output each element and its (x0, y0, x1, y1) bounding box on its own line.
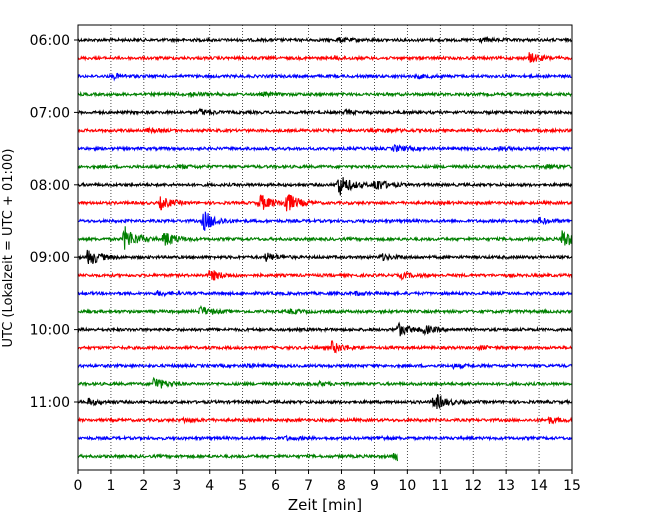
y-axis-label: UTC (Lokalzeit = UTC + 01:00) (1, 149, 16, 348)
trace-0800 (77, 177, 573, 196)
grid-lines (110, 25, 540, 470)
x-tick-label: 5 (238, 478, 247, 494)
x-tick-label: 14 (530, 478, 548, 494)
x-tick-label: 11 (431, 478, 449, 494)
trace-0745 (77, 163, 573, 171)
trace-0700 (77, 107, 573, 117)
trace-1015 (77, 340, 573, 354)
trace-1100 (77, 394, 573, 410)
trace-1115 (77, 415, 573, 425)
seismic-traces (77, 35, 573, 462)
x-tick-label: 4 (205, 478, 214, 494)
trace-0815 (77, 194, 573, 212)
x-tick-label: 3 (172, 478, 181, 494)
trace-0730 (77, 144, 573, 153)
y-tick-label: 08:00 (30, 178, 70, 194)
trace-0715 (77, 126, 573, 135)
x-tick-label: 6 (271, 478, 280, 494)
y-tick-label: 06:00 (30, 33, 70, 49)
x-axis-ticks: 0 1 2 3 4 5 6 7 8 9 10 11 12 13 14 15 (74, 470, 581, 494)
trace-0945 (77, 304, 573, 316)
trace-0830 (77, 211, 573, 231)
y-tick-label: 09:00 (30, 250, 70, 266)
trace-0645 (77, 90, 573, 99)
trace-0900 (77, 249, 573, 265)
x-tick-label: 15 (563, 478, 581, 494)
x-tick-label: 0 (74, 478, 83, 494)
trace-0845 (77, 226, 573, 250)
x-tick-label: 2 (139, 478, 148, 494)
trace-0930 (77, 289, 573, 298)
x-tick-label: 9 (370, 478, 379, 494)
x-axis-label: Zeit [min] (288, 496, 362, 514)
trace-1000 (77, 321, 573, 337)
y-tick-label: 10:00 (30, 323, 70, 339)
x-tick-label: 13 (497, 478, 515, 494)
x-tick-label: 10 (398, 478, 416, 494)
x-tick-label: 8 (337, 478, 346, 494)
trace-0600 (77, 35, 573, 45)
x-tick-label: 1 (106, 478, 115, 494)
trace-0630 (77, 72, 573, 82)
plot-frame (77, 24, 573, 471)
trace-0915 (77, 270, 573, 282)
x-tick-label: 12 (464, 478, 482, 494)
y-tick-label: 07:00 (30, 105, 70, 121)
trace-0615 (77, 52, 573, 63)
y-axis-ticks: 06:00 07:00 08:00 09:00 10:00 11:00 (30, 33, 78, 411)
trace-1045 (77, 376, 573, 389)
y-tick-label: 11:00 (30, 395, 70, 411)
x-tick-label: 7 (304, 478, 313, 494)
trace-1030 (77, 361, 573, 371)
trace-1145 (77, 452, 398, 462)
trace-1130 (77, 434, 573, 442)
